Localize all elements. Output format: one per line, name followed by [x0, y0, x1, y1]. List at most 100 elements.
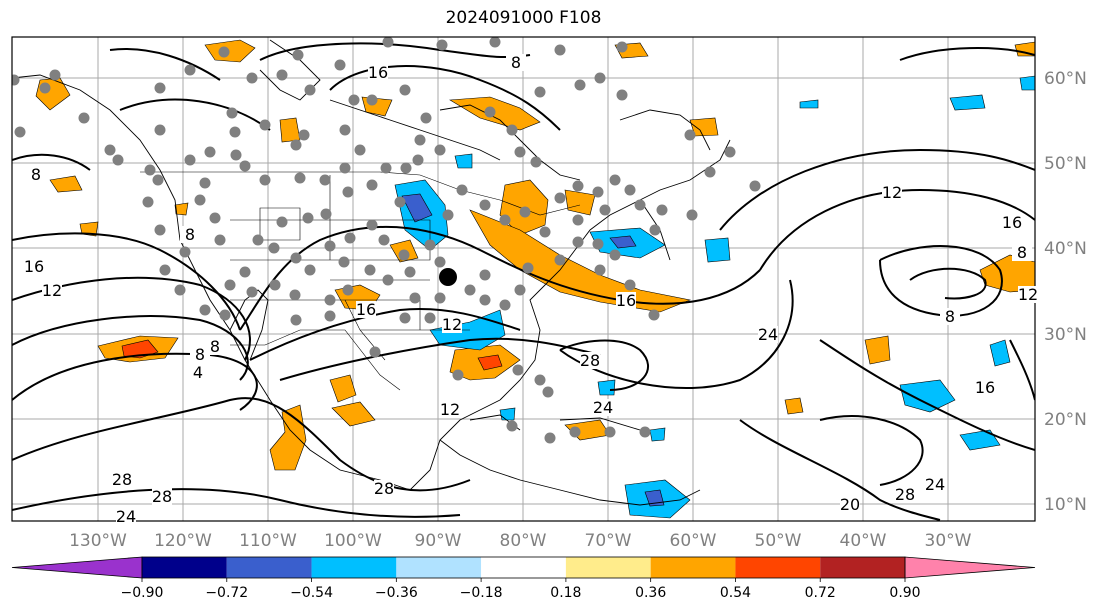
station-dot [344, 232, 356, 244]
station-dot [399, 312, 411, 324]
station-dot [298, 129, 310, 141]
station-dot [230, 149, 242, 161]
lon-label: 110°W [239, 531, 297, 551]
station-dot [724, 146, 736, 158]
station-dot [522, 262, 534, 274]
station-dot [252, 234, 264, 246]
station-dot [290, 314, 302, 326]
station-dot [199, 304, 211, 316]
station-dot [592, 186, 604, 198]
station-dot [594, 264, 606, 276]
station-dot [142, 196, 154, 208]
station-dot [489, 37, 501, 48]
station-dot [49, 69, 61, 81]
contour-label: 16 [616, 291, 636, 310]
station-dot [404, 266, 416, 278]
station-dot [514, 284, 526, 296]
lat-label: 60°N [1044, 69, 1087, 89]
colorbar-segment [481, 557, 566, 578]
lon-label: 80°W [500, 531, 547, 551]
station-markers [12, 37, 761, 444]
colorbar-tick-label: −0.36 [375, 585, 418, 601]
contour-label: 16 [356, 300, 376, 319]
station-dot [348, 94, 360, 106]
contour-label: 12 [440, 400, 460, 419]
colorbar-segment [311, 557, 397, 578]
colorbar-segment [142, 557, 227, 578]
station-dot [479, 294, 491, 306]
station-dot [616, 41, 628, 53]
station-dot [530, 156, 542, 168]
station-dot [214, 234, 226, 246]
station-dot [409, 292, 421, 304]
station-dot [14, 126, 26, 138]
lon-label: 120°W [154, 531, 212, 551]
station-dot [304, 84, 316, 96]
station-dot [424, 239, 436, 251]
colorbar-segment [396, 557, 482, 578]
colorbar-segment [820, 557, 905, 578]
station-dot [569, 426, 581, 438]
station-dot [292, 49, 304, 61]
contour-label: 12 [1018, 285, 1038, 304]
station-dot [239, 160, 251, 172]
station-dot [398, 249, 410, 261]
station-dot [400, 162, 412, 174]
station-dot [648, 309, 660, 321]
colorbar-tick-label: 0.72 [805, 585, 836, 601]
contour-label: 8 [1017, 243, 1027, 262]
contour-label: 16 [1002, 213, 1022, 232]
station-dot [412, 154, 424, 166]
station-dot [154, 124, 166, 136]
station-dot [226, 107, 238, 119]
station-dot [154, 82, 166, 94]
contour-label: 8 [185, 225, 195, 244]
station-dot [479, 269, 491, 281]
colorbar-segment [650, 557, 736, 578]
station-dot [304, 264, 316, 276]
station-dot [639, 426, 651, 438]
station-dot [554, 254, 566, 266]
lat-label: 40°N [1044, 239, 1087, 259]
station-dot [246, 286, 258, 298]
station-dot [464, 284, 476, 296]
colorbar-tick-label: −0.72 [205, 585, 248, 601]
station-dot [276, 216, 288, 228]
station-dot [506, 420, 518, 432]
colorbar-segment [565, 557, 651, 578]
colorbar-extend-high [904, 556, 1036, 579]
station-dot [366, 179, 378, 191]
contour-label: 24 [593, 398, 613, 417]
station-dot [572, 180, 584, 192]
station-dot [634, 199, 646, 211]
contour-label: 16 [368, 63, 388, 82]
contour-label: 12 [442, 315, 462, 334]
longitude-labels: 130°W 120°W 110°W 100°W 90°W 80°W 70°W 60°W 50°W… [69, 531, 972, 551]
station-dot [382, 37, 394, 48]
contour-label: 28 [152, 487, 172, 506]
colorbar-extend-low [11, 556, 143, 579]
station-dot [420, 112, 432, 124]
colorbar-tick-label: 0.18 [550, 585, 581, 601]
station-dot [218, 46, 230, 58]
lat-label: 10°N [1044, 495, 1087, 515]
station-dot [246, 72, 258, 84]
station-dot [456, 184, 468, 196]
colorbar-tick-label: 0.54 [720, 585, 751, 601]
contour-label: 8 [511, 53, 521, 72]
contour-label: 8 [210, 337, 220, 356]
lon-label: 100°W [324, 531, 382, 551]
station-dot [229, 126, 241, 138]
lon-label: 70°W [585, 531, 632, 551]
station-dot [184, 64, 196, 76]
contour-label: 12 [42, 281, 62, 300]
station-dot [616, 89, 628, 101]
station-dot [554, 192, 566, 204]
contour-label: 24 [116, 507, 136, 526]
station-dot [366, 219, 378, 231]
lon-label: 60°W [670, 531, 717, 551]
station-dot [452, 369, 464, 381]
station-dot [599, 204, 611, 216]
lat-label: 20°N [1044, 410, 1087, 430]
